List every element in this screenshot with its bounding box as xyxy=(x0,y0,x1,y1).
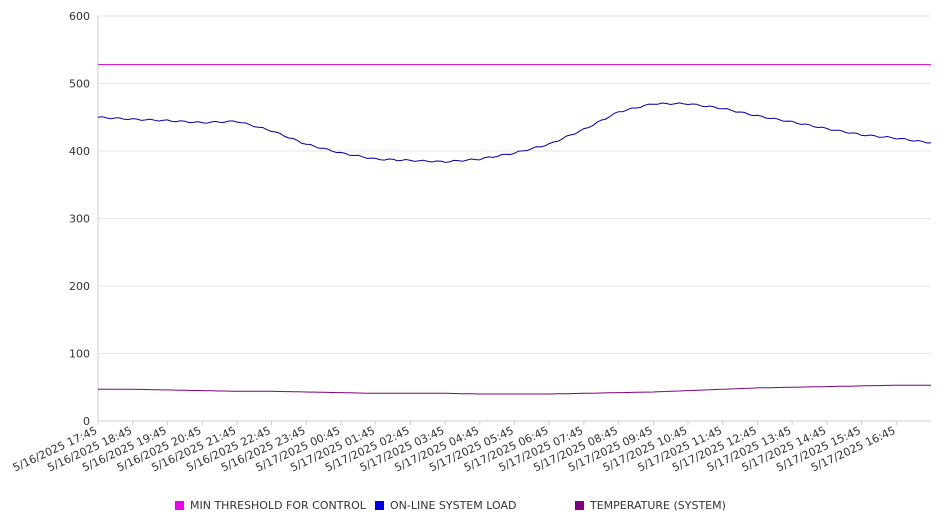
legend-label-system-load: ON-LINE SYSTEM LOAD xyxy=(390,498,517,512)
grid-lines xyxy=(98,15,931,354)
legend: MIN THRESHOLD FOR CONTROL ON-LINE SYSTEM… xyxy=(0,496,946,514)
y-tick-label: 100 xyxy=(69,348,90,361)
legend-swatch-system-load xyxy=(375,500,384,510)
y-tick-label: 500 xyxy=(69,78,90,91)
y-tick-label: 300 xyxy=(69,213,90,226)
y-tick-label: 600 xyxy=(69,10,90,23)
y-axis-tick-labels: 0 100 200 300 400 500 600 xyxy=(69,10,90,428)
y-tick-label: 400 xyxy=(69,145,90,158)
legend-swatch-temperature xyxy=(575,500,584,510)
legend-item-min-threshold[interactable]: MIN THRESHOLD FOR CONTROL xyxy=(175,498,366,512)
legend-item-system-load[interactable]: ON-LINE SYSTEM LOAD xyxy=(375,498,516,512)
x-axis-tick-labels: 5/16/2025 17:455/16/2025 18:455/16/2025 … xyxy=(11,424,898,474)
series-line-temperature-system xyxy=(98,384,931,395)
legend-label-min-threshold: MIN THRESHOLD FOR CONTROL xyxy=(190,498,366,512)
y-tick-label: 200 xyxy=(69,280,90,293)
series-line-on-line-system-load xyxy=(97,102,932,163)
legend-item-temperature[interactable]: TEMPERATURE (SYSTEM) xyxy=(575,498,726,512)
y-tick-label: 0 xyxy=(83,415,90,428)
legend-swatch-min-threshold xyxy=(175,500,184,510)
axes xyxy=(97,16,931,425)
series-lines xyxy=(97,64,932,395)
legend-label-temperature: TEMPERATURE (SYSTEM) xyxy=(590,498,726,512)
